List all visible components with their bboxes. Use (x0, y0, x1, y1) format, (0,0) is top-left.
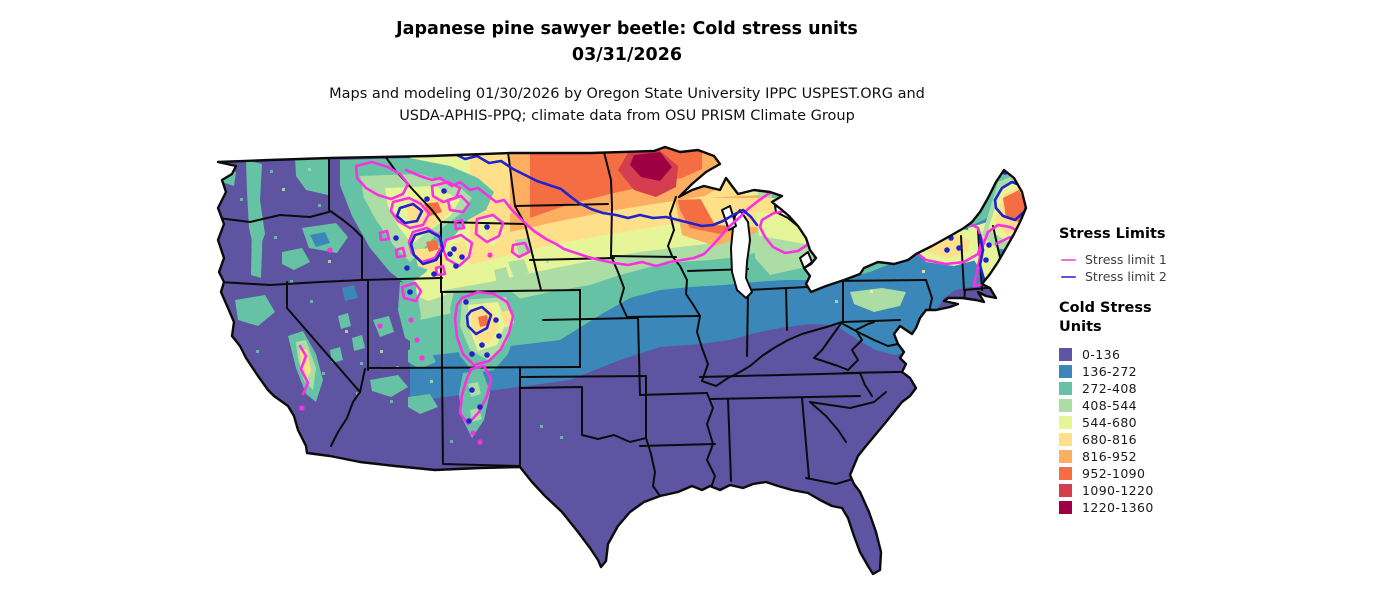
class-label: 1220-1360 (1082, 500, 1154, 515)
us-outline (216, 145, 1028, 576)
legend: Stress Limits Stress limit 1 Stress limi… (1059, 226, 1209, 516)
legend-class-row: 408-544 (1059, 397, 1209, 414)
legend-class-row: 816-952 (1059, 448, 1209, 465)
class-label: 544-680 (1082, 415, 1138, 430)
class-label: 1090-1220 (1082, 483, 1154, 498)
legend-class-row: 0-136 (1059, 346, 1209, 363)
map-svg (216, 145, 1028, 576)
class-swatch (1059, 467, 1072, 480)
map-title-date: 03/31/2026 (571, 45, 683, 65)
us-cold-stress-map (210, 140, 1046, 594)
state-borders (218, 147, 1011, 497)
cold-stress-heading-line2: Units (1059, 319, 1102, 335)
class-label: 408-544 (1082, 398, 1138, 413)
class-swatch (1059, 450, 1072, 463)
cold-stress-heading-line1: Cold Stress (1059, 300, 1152, 316)
class-swatch (1059, 433, 1072, 446)
map-subtitle-line1: Maps and modeling 01/30/2026 by Oregon S… (329, 86, 925, 102)
map-title-line1: Japanese pine sawyer beetle: Cold stress… (396, 19, 858, 39)
band-1220-1360 (630, 152, 672, 181)
stress-limit-1-label: Stress limit 1 (1085, 252, 1167, 267)
class-swatch (1059, 399, 1072, 412)
class-label: 272-408 (1082, 381, 1138, 396)
class-swatch (1059, 501, 1072, 514)
cold-stress-classes: 0-136 136-272 272-408 408-544 544-680 68… (1059, 346, 1209, 516)
legend-class-row: 544-680 (1059, 414, 1209, 431)
cold-stress-units-heading: Cold Stress Units (1059, 299, 1209, 337)
map-title: Japanese pine sawyer beetle: Cold stress… (0, 16, 1254, 68)
stress-limit-2-label: Stress limit 2 (1085, 269, 1167, 284)
class-swatch (1059, 416, 1072, 429)
stress-limit-1-dots (299, 247, 969, 445)
legend-class-row: 1220-1360 (1059, 499, 1209, 516)
class-label: 136-272 (1082, 364, 1138, 379)
class-label: 680-816 (1082, 432, 1138, 447)
legend-item-stress-limit-2: Stress limit 2 (1061, 268, 1209, 285)
class-swatch (1059, 365, 1072, 378)
legend-class-row: 952-1090 (1059, 465, 1209, 482)
legend-class-row: 1090-1220 (1059, 482, 1209, 499)
stress-limit-2-contours (395, 151, 1026, 336)
stress-limit-2-swatch (1061, 275, 1076, 278)
class-label: 952-1090 (1082, 466, 1146, 481)
stress-limits-heading: Stress Limits (1059, 226, 1166, 242)
map-subtitle: Maps and modeling 01/30/2026 by Oregon S… (0, 83, 1254, 127)
class-label: 0-136 (1082, 347, 1121, 362)
legend-class-row: 136-272 (1059, 363, 1209, 380)
class-swatch (1059, 484, 1072, 497)
legend-item-stress-limit-1: Stress limit 1 (1061, 251, 1209, 268)
map-subtitle-line2: USDA-APHIS-PPQ; climate data from OSU PR… (399, 108, 855, 124)
legend-class-row: 680-816 (1059, 431, 1209, 448)
legend-class-row: 272-408 (1059, 380, 1209, 397)
header: Japanese pine sawyer beetle: Cold stress… (0, 16, 1254, 127)
stress-limit-1-swatch (1061, 258, 1076, 261)
class-swatch (1059, 348, 1072, 361)
class-label: 816-952 (1082, 449, 1138, 464)
class-swatch (1059, 382, 1072, 395)
map-fill-layers (218, 147, 1026, 574)
